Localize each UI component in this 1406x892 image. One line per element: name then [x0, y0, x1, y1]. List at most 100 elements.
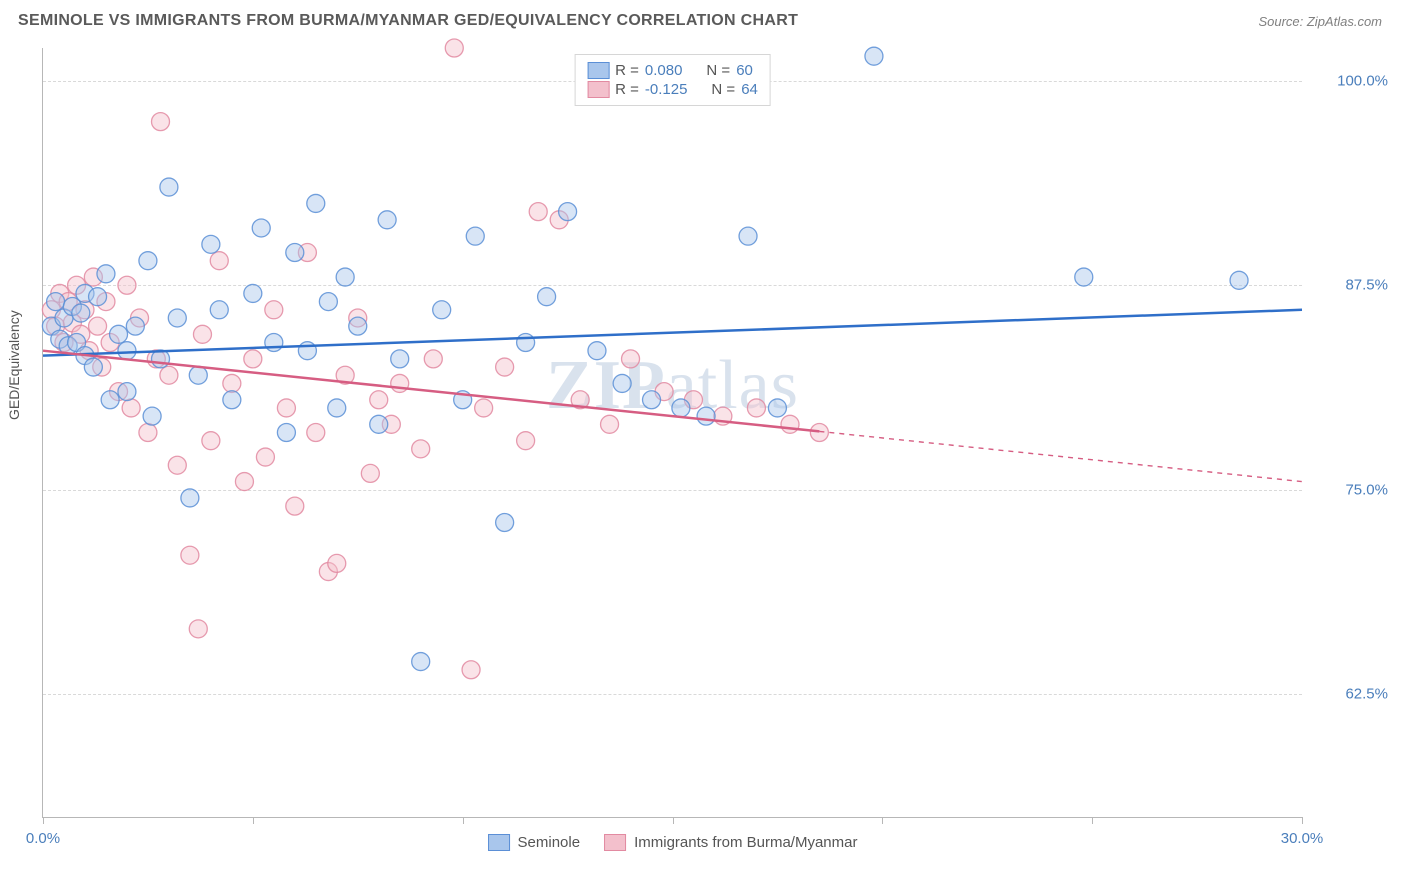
regression-line-extrapolated	[819, 431, 1302, 481]
scatter-point	[1230, 271, 1248, 289]
y-tick-label: 62.5%	[1345, 686, 1388, 703]
scatter-point	[378, 211, 396, 229]
scatter-point	[391, 374, 409, 392]
legend-row-seminole: R = 0.080 N = 60	[587, 62, 758, 79]
n-label: N =	[711, 81, 735, 98]
scatter-point	[160, 366, 178, 384]
scatter-point	[286, 244, 304, 262]
scatter-point	[223, 391, 241, 409]
scatter-point	[189, 366, 207, 384]
scatter-point	[328, 554, 346, 572]
scatter-point	[588, 342, 606, 360]
x-tick	[43, 817, 44, 824]
scatter-point	[210, 252, 228, 270]
burma-r-value: -0.125	[645, 81, 688, 98]
regression-line	[43, 310, 1302, 356]
scatter-point	[202, 235, 220, 253]
x-tick-label: 0.0%	[26, 830, 60, 847]
scatter-point	[286, 497, 304, 515]
scatter-point	[697, 407, 715, 425]
scatter-point	[370, 391, 388, 409]
scatter-point	[277, 399, 295, 417]
scatter-point	[768, 399, 786, 417]
x-tick	[463, 817, 464, 824]
swatch-burma	[587, 81, 609, 98]
scatter-point	[118, 383, 136, 401]
scatter-point	[223, 374, 241, 392]
burma-n-value: 64	[741, 81, 758, 98]
n-label: N =	[706, 62, 730, 79]
r-label: R =	[615, 62, 639, 79]
scatter-point	[538, 288, 556, 306]
scatter-point	[126, 317, 144, 335]
scatter-point	[559, 203, 577, 221]
seminole-r-value: 0.080	[645, 62, 683, 79]
x-tick	[1302, 817, 1303, 824]
scatter-point	[139, 424, 157, 442]
scatter-point	[118, 276, 136, 294]
scatter-point	[235, 473, 253, 491]
scatter-point	[319, 293, 337, 311]
scatter-point	[747, 399, 765, 417]
swatch-burma	[604, 834, 626, 851]
scatter-point	[496, 513, 514, 531]
scatter-point	[622, 350, 640, 368]
scatter-point	[307, 194, 325, 212]
scatter-point	[193, 325, 211, 343]
legend-item-burma: Immigrants from Burma/Myanmar	[604, 834, 857, 851]
scatter-point	[168, 456, 186, 474]
scatter-point	[89, 317, 107, 335]
chart-title: SEMINOLE VS IMMIGRANTS FROM BURMA/MYANMA…	[18, 12, 798, 30]
scatter-point	[391, 350, 409, 368]
scatter-point	[466, 227, 484, 245]
scatter-point	[252, 219, 270, 237]
scatter-point	[781, 415, 799, 433]
scatter-point	[89, 288, 107, 306]
scatter-point	[349, 317, 367, 335]
scatter-point	[307, 424, 325, 442]
x-tick-label: 30.0%	[1281, 830, 1324, 847]
series-legend: Seminole Immigrants from Burma/Myanmar	[488, 834, 858, 851]
scatter-point	[256, 448, 274, 466]
scatter-point	[72, 304, 90, 322]
scatter-point	[97, 265, 115, 283]
scatter-point	[1075, 268, 1093, 286]
scatter-point	[181, 546, 199, 564]
scatter-point	[101, 391, 119, 409]
scatter-point	[643, 391, 661, 409]
scatter-point	[462, 661, 480, 679]
y-axis-label: GED/Equivalency	[6, 310, 22, 420]
scatter-point	[412, 440, 430, 458]
scatter-point	[370, 415, 388, 433]
scatter-point	[475, 399, 493, 417]
y-tick-label: 100.0%	[1337, 72, 1388, 89]
scatter-point	[152, 113, 170, 131]
scatter-point	[739, 227, 757, 245]
scatter-point	[613, 374, 631, 392]
scatter-point	[118, 342, 136, 360]
legend-row-burma: R = -0.125 N = 64	[587, 81, 758, 98]
scatter-point	[336, 268, 354, 286]
scatter-point	[110, 325, 128, 343]
swatch-seminole	[587, 62, 609, 79]
scatter-point	[122, 399, 140, 417]
y-tick-label: 87.5%	[1345, 277, 1388, 294]
scatter-point	[84, 358, 102, 376]
scatter-point	[160, 178, 178, 196]
correlation-legend: R = 0.080 N = 60 R = -0.125 N = 64	[574, 54, 771, 106]
x-tick	[673, 817, 674, 824]
scatter-point	[424, 350, 442, 368]
scatter-point	[202, 432, 220, 450]
seminole-label: Seminole	[518, 834, 581, 851]
scatter-point	[601, 415, 619, 433]
scatter-point	[865, 47, 883, 65]
scatter-point	[298, 342, 316, 360]
r-label: R =	[615, 81, 639, 98]
plot-svg	[43, 48, 1302, 817]
scatter-point	[517, 334, 535, 352]
scatter-point	[433, 301, 451, 319]
scatter-point	[672, 399, 690, 417]
scatter-point	[445, 39, 463, 57]
scatter-point	[47, 293, 65, 311]
scatter-point	[189, 620, 207, 638]
